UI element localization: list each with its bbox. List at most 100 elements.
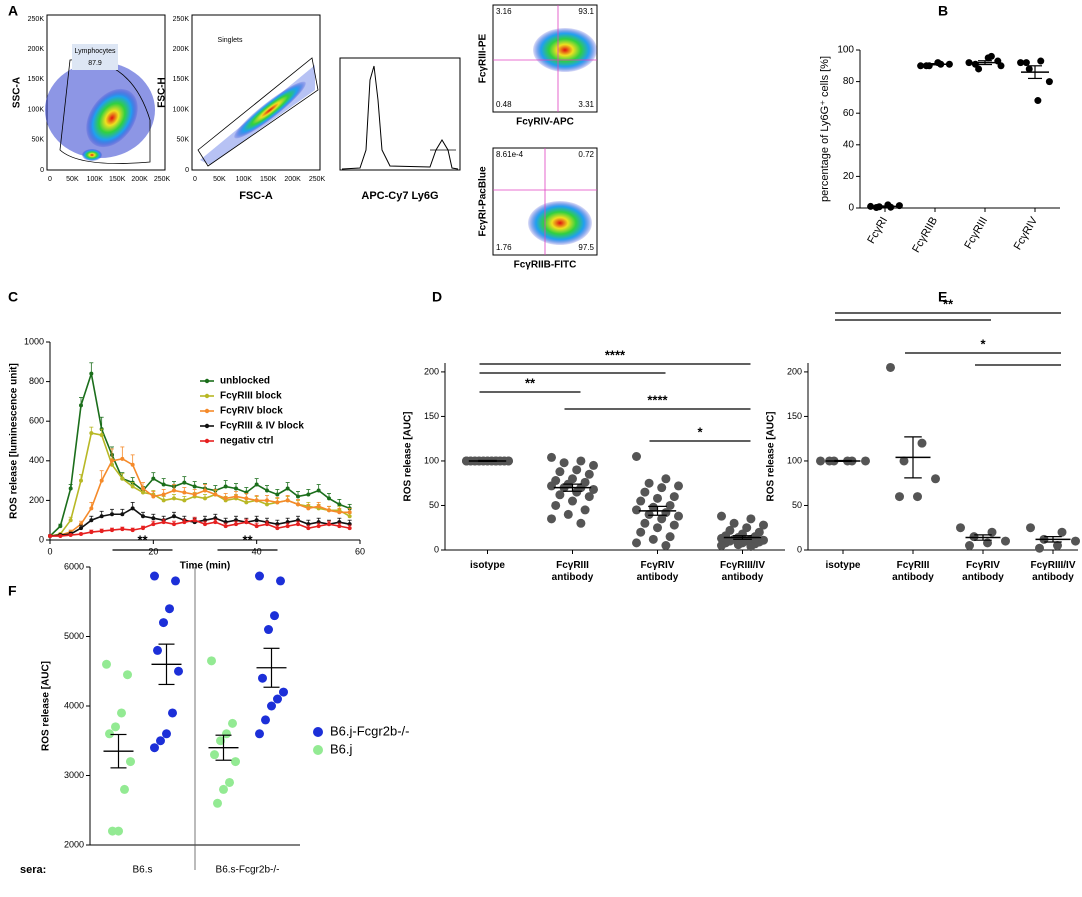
data-point xyxy=(255,729,264,739)
data-point xyxy=(1071,536,1080,546)
data-point xyxy=(1001,536,1010,546)
data-point xyxy=(576,518,586,528)
significance-label: ** xyxy=(943,296,954,311)
data-point xyxy=(1025,65,1033,73)
data-point xyxy=(589,460,598,470)
flow-tick-label: 200K xyxy=(173,46,190,53)
data-point xyxy=(717,541,726,551)
data-point xyxy=(285,486,290,491)
data-point xyxy=(244,496,249,501)
data-point xyxy=(1037,57,1045,65)
data-point xyxy=(172,514,176,519)
data-point xyxy=(222,729,231,739)
density-frame xyxy=(46,14,166,171)
data-point xyxy=(126,757,135,767)
data-point xyxy=(141,526,145,531)
flow-tick-label: 100K xyxy=(87,176,104,183)
legend-marker xyxy=(204,423,210,429)
data-point xyxy=(674,481,683,491)
data-point xyxy=(347,510,352,515)
x-axis-label: Time (min) xyxy=(180,561,230,572)
data-point xyxy=(547,481,556,491)
data-point xyxy=(192,518,197,523)
data-point xyxy=(120,476,125,481)
data-point xyxy=(130,462,135,467)
data-point xyxy=(174,666,183,676)
flow-tick-label: 200K xyxy=(28,46,45,53)
data-point xyxy=(168,708,177,718)
data-point xyxy=(213,798,222,808)
data-point xyxy=(669,520,679,530)
data-point xyxy=(644,478,654,488)
data-point xyxy=(99,433,104,438)
y-tick-label: 0 xyxy=(848,203,854,214)
data-point xyxy=(729,518,739,528)
histogram-frame xyxy=(339,57,461,171)
flow-tick-label: 150K xyxy=(260,176,277,183)
y-tick-label: 0 xyxy=(39,534,44,544)
y-tick-label: 20 xyxy=(843,171,855,182)
y-tick-label: 400 xyxy=(29,455,44,465)
flow-axis-label: FcγRIIB-FITC xyxy=(514,260,577,271)
data-point xyxy=(110,528,114,533)
data-point xyxy=(285,524,290,529)
data-point xyxy=(182,520,187,525)
x-tick-label: 40 xyxy=(252,546,262,556)
flow-axis-label: FcγRI-PacBlue xyxy=(478,166,489,236)
data-point xyxy=(265,498,269,503)
data-point xyxy=(150,743,159,753)
group-axis-label: sera: xyxy=(20,864,46,876)
y-axis-label: ROS release [AUC] xyxy=(41,661,52,751)
data-point xyxy=(254,498,259,503)
quadrant-value: 93.1 xyxy=(578,7,594,16)
group-label: B6.s-Fcgr2b-/- xyxy=(216,865,280,876)
data-point xyxy=(306,492,311,497)
data-point xyxy=(89,371,94,376)
data-point xyxy=(1034,97,1042,105)
data-point xyxy=(306,526,311,531)
x-tick-label: FcγRIIB xyxy=(910,215,940,255)
data-point xyxy=(216,736,225,746)
data-point xyxy=(661,474,671,484)
data-point xyxy=(555,490,565,500)
y-tick-label: 2000 xyxy=(64,839,84,849)
data-point xyxy=(99,478,104,483)
data-point xyxy=(207,656,216,666)
data-point xyxy=(151,516,156,521)
quadrant-value: 3.16 xyxy=(496,7,512,16)
flow-axis-label: SSC-A xyxy=(12,77,23,108)
data-point xyxy=(657,514,667,524)
data-point xyxy=(261,715,270,725)
data-point xyxy=(192,484,197,489)
data-point xyxy=(120,512,125,517)
data-point xyxy=(965,59,973,67)
data-point xyxy=(657,483,667,493)
density-cloud xyxy=(82,149,102,161)
data-point xyxy=(306,506,311,511)
data-point xyxy=(228,718,237,728)
data-point xyxy=(244,520,249,525)
data-point xyxy=(141,490,145,495)
data-point xyxy=(653,493,662,503)
data-point xyxy=(165,604,174,614)
data-point xyxy=(161,520,166,525)
x-tick-label: 0 xyxy=(47,546,52,556)
density-frame xyxy=(191,14,321,171)
data-point xyxy=(203,488,207,493)
data-point xyxy=(632,538,641,548)
histogram-curve xyxy=(341,65,459,170)
y-tick-label: 50 xyxy=(429,500,439,510)
flow-tick-label: 0 xyxy=(48,176,52,183)
y-tick-label: 4000 xyxy=(64,700,84,710)
data-point xyxy=(254,482,259,487)
y-tick-label: 3000 xyxy=(64,770,84,780)
data-point xyxy=(327,522,331,527)
data-point xyxy=(665,500,675,510)
data-point xyxy=(267,701,276,711)
data-point xyxy=(141,514,145,519)
data-point xyxy=(1035,543,1044,553)
flow-tick-label: 150K xyxy=(173,76,190,83)
data-point xyxy=(327,508,331,513)
data-point xyxy=(661,541,671,551)
